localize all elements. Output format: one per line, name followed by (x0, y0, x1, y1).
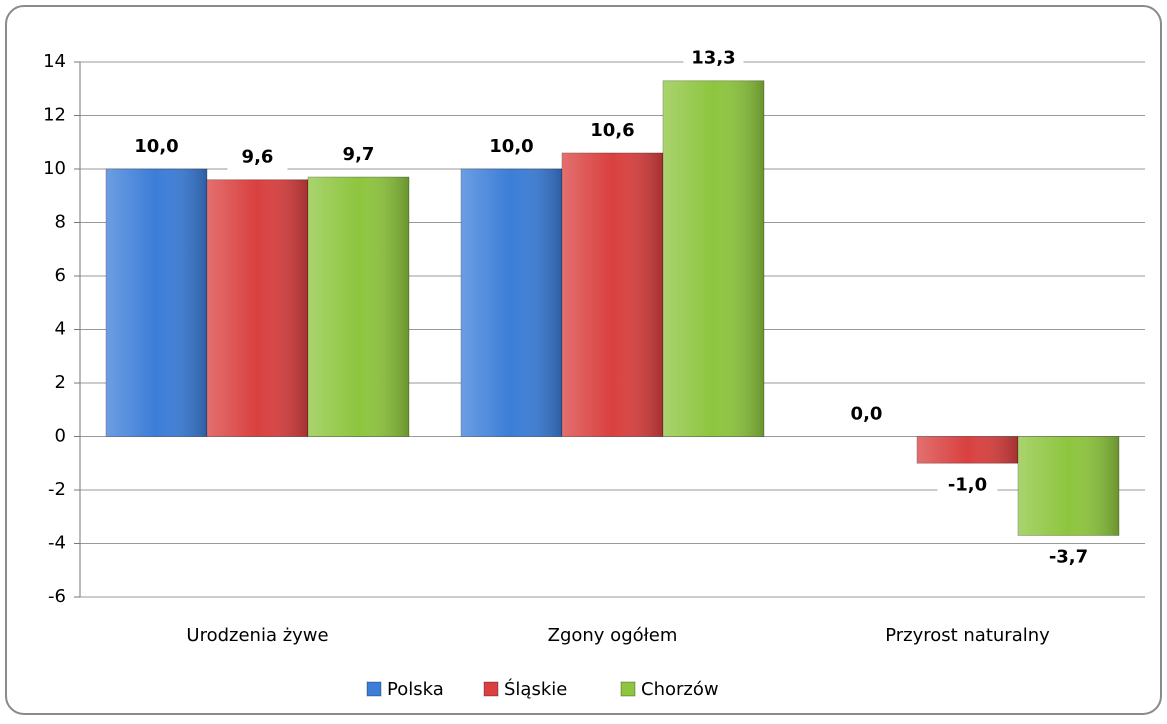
label-bg (683, 45, 744, 72)
y-tick-label: 10 (43, 158, 66, 179)
legend-label: Polska (387, 679, 444, 700)
legend-label: Śląskie (504, 678, 567, 700)
bar-shade (308, 177, 409, 437)
bar-shade (1018, 436, 1119, 536)
data-label: 10,6 (590, 120, 634, 141)
y-tick-label: -6 (48, 586, 66, 607)
label-bg (582, 117, 643, 144)
bar-shade (562, 152, 663, 437)
y-tick-label: 4 (55, 319, 66, 340)
legend-swatch (483, 681, 499, 697)
data-label: 9,7 (343, 144, 375, 165)
label-bg (481, 134, 542, 160)
y-tick-label: -2 (48, 479, 66, 500)
x-tick-label: Zgony ogółem (548, 625, 678, 646)
label-bg (836, 401, 897, 428)
y-tick-label: 6 (55, 265, 66, 286)
label-bg (126, 134, 187, 160)
y-tick-label: 8 (55, 212, 66, 233)
label-bg (227, 144, 288, 171)
x-tick-label: Przyrost naturalny (885, 625, 1050, 646)
legend-swatch (620, 681, 636, 697)
label-bg (1038, 544, 1099, 571)
bar-shade (917, 436, 1018, 464)
bar-shade (106, 169, 207, 437)
y-tick-label: -4 (48, 533, 66, 554)
data-label: 9,6 (242, 147, 274, 168)
bar-shade (461, 169, 562, 437)
data-label: -1,0 (948, 474, 987, 495)
label-bg (937, 472, 998, 499)
legend-swatch (366, 681, 382, 697)
x-tick-label: Urodzenia żywe (186, 625, 328, 646)
data-label: 0,0 (851, 404, 883, 425)
y-tick-label: 2 (55, 372, 66, 393)
data-label: 10,0 (134, 136, 178, 157)
legend-label: Chorzów (641, 679, 719, 700)
data-label: 10,0 (489, 136, 533, 157)
data-label: -3,7 (1049, 546, 1088, 567)
data-label: 13,3 (691, 48, 735, 69)
label-bg (328, 142, 389, 169)
y-tick-label: 0 (55, 426, 66, 447)
bar-shade (663, 80, 764, 437)
bar-shade (207, 179, 308, 437)
y-tick-label: 12 (43, 105, 66, 126)
y-tick-label: 14 (43, 51, 66, 72)
